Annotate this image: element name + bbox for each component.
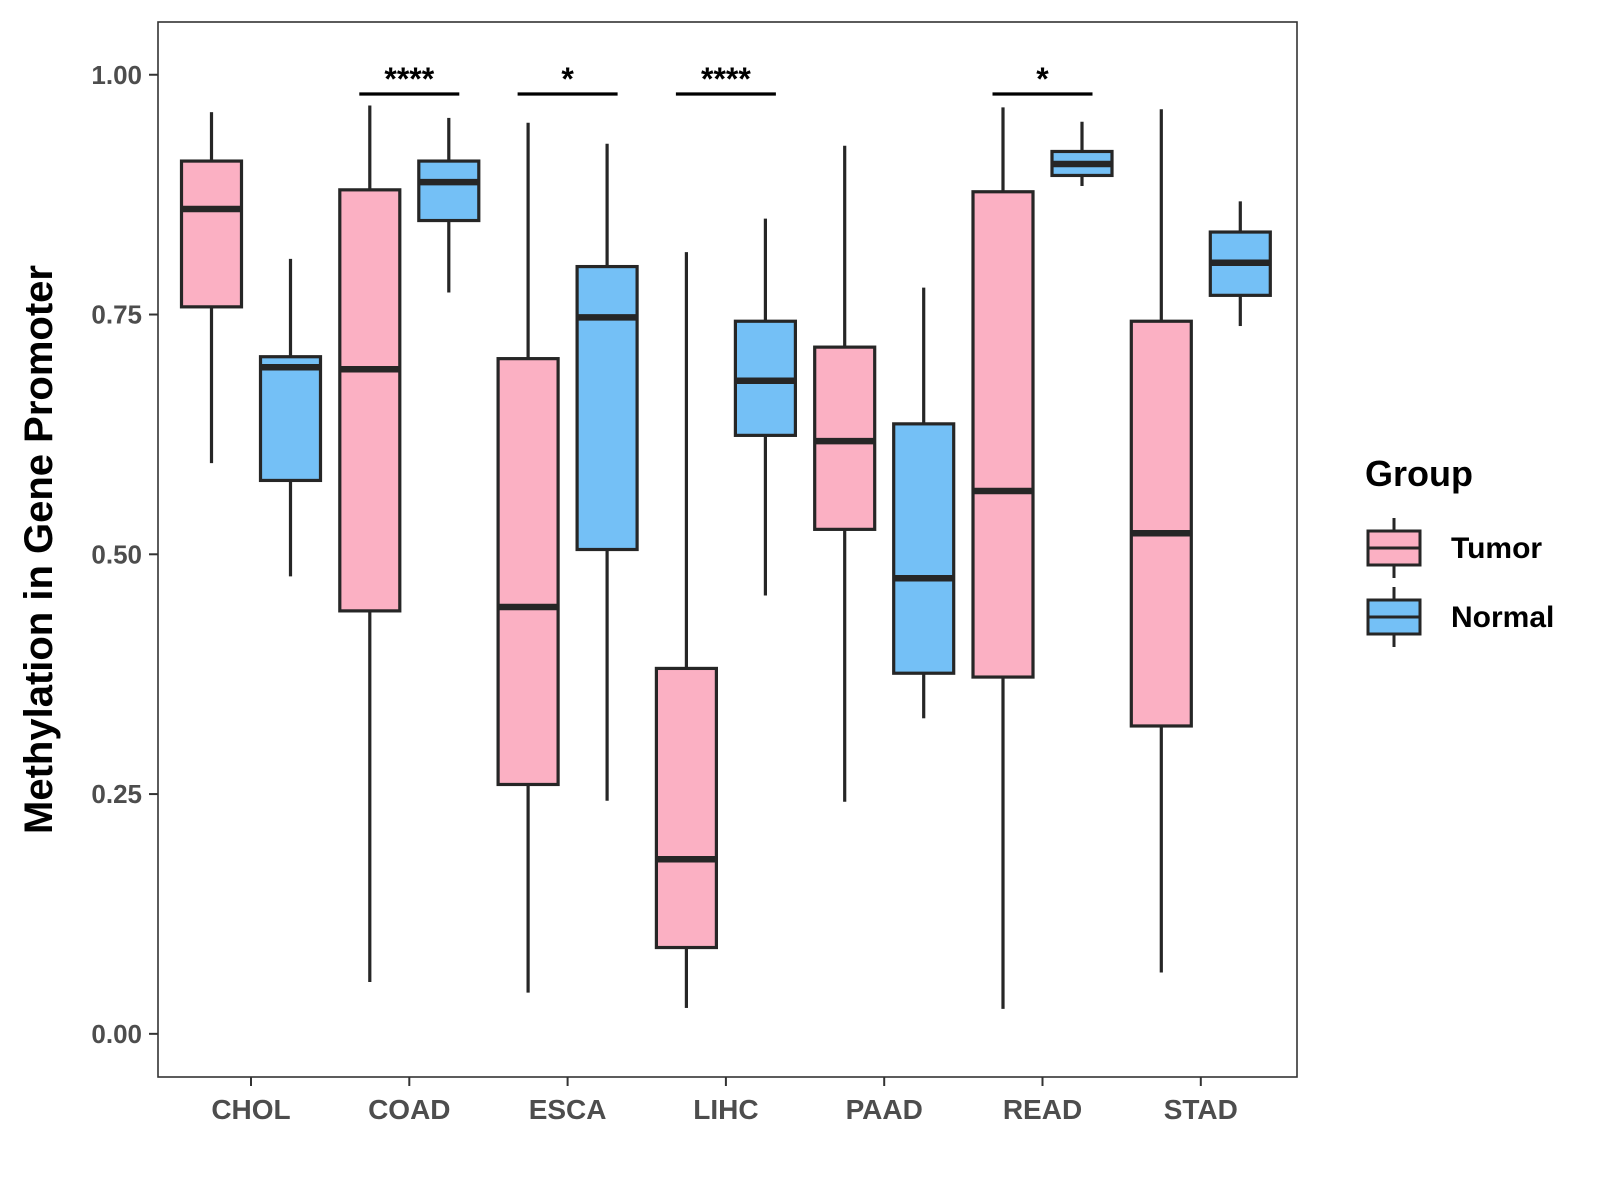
x-tick-label: PAAD [846, 1094, 923, 1125]
legend-label-tumor: Tumor [1451, 532, 1542, 565]
box-tumor-lihc [654, 252, 719, 1008]
box-iqr [417, 159, 481, 223]
x-tick-label: LIHC [693, 1094, 758, 1125]
box-tumor-paad [813, 145, 877, 802]
box-tumor-stad [1129, 109, 1193, 973]
box-tumor-coad [338, 105, 402, 983]
box-iqr [258, 355, 323, 483]
box-iqr [1129, 319, 1193, 728]
box-normal-paad [892, 287, 956, 719]
significance-label: **** [701, 61, 751, 97]
x-tick-label: READ [1003, 1094, 1082, 1125]
box-tumor-chol [179, 112, 244, 464]
box-normal-chol [258, 258, 323, 577]
box-tumor-read [971, 107, 1035, 1009]
significance-label: **** [384, 61, 434, 97]
y-tick-label: 0.00 [91, 1019, 142, 1049]
x-tick-label: COAD [368, 1094, 450, 1125]
box-normal-read [1050, 121, 1114, 187]
legend-title: Group [1365, 453, 1473, 494]
legend-label-normal: Normal [1451, 601, 1554, 634]
y-tick-label: 0.25 [91, 779, 142, 809]
box-normal-esca [575, 143, 639, 801]
box-iqr [338, 188, 402, 613]
box-tumor-esca [496, 122, 560, 993]
box-iqr [892, 422, 956, 675]
box-iqr [654, 666, 719, 950]
y-axis-title: Methylation in Gene Promoter [17, 265, 61, 834]
box-iqr [496, 357, 560, 787]
box-normal-lihc [733, 218, 798, 596]
box-normal-stad [1208, 201, 1272, 327]
box-normal-coad [417, 117, 481, 293]
x-tick-label: CHOL [211, 1094, 290, 1125]
box-iqr [971, 190, 1035, 679]
plot-panel [157, 21, 1298, 1078]
y-tick-label: 0.75 [91, 300, 142, 330]
significance-label: * [1036, 61, 1049, 97]
significance-label: * [561, 61, 574, 97]
x-tick-label: STAD [1164, 1094, 1238, 1125]
y-tick-label: 0.50 [91, 539, 142, 569]
x-tick-label: ESCA [529, 1094, 607, 1125]
y-tick-label: 1.00 [91, 60, 142, 90]
box-iqr [575, 264, 639, 552]
box-iqr [179, 159, 244, 309]
